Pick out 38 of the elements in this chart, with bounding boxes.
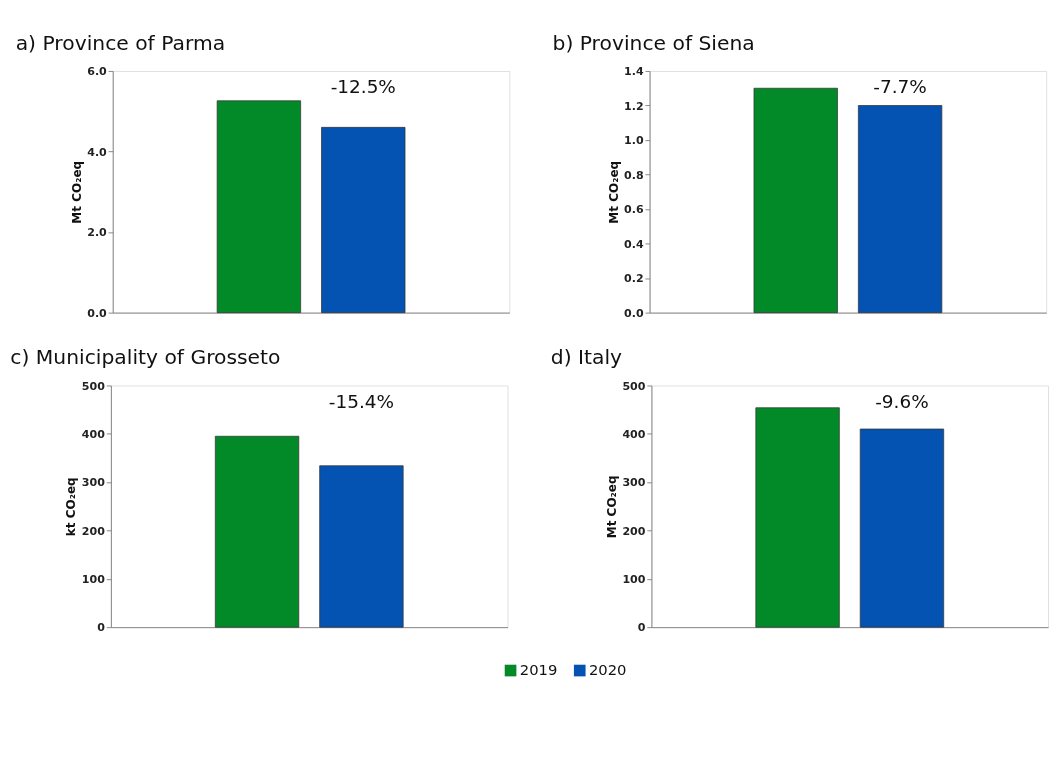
y-tick-label: 1.2 (624, 99, 644, 113)
annotation: -15.4% (328, 390, 395, 412)
y-tick-label: 0.0 (624, 306, 644, 320)
y-tick-label: 2.0 (87, 226, 108, 240)
legend-label: 2020 (588, 661, 627, 679)
y-tick-label: 500 (622, 379, 646, 393)
y-tick-label: 300 (81, 476, 106, 490)
y-tick-label: 6.0 (87, 65, 108, 79)
legend-label: 2019 (519, 661, 558, 679)
y-axis-title: kt CO₂eq (64, 477, 79, 537)
y-tick-label: 0.6 (624, 203, 644, 217)
y-tick-label: 1.4 (624, 65, 644, 79)
y-tick-label: 0 (637, 621, 646, 635)
y-tick-label: 1.0 (624, 134, 644, 148)
y-tick-label: 100 (81, 573, 106, 586)
chart-title: b) Province of Siena (552, 30, 755, 55)
y-tick-label: 500 (81, 379, 106, 393)
y-tick-label: 0.4 (624, 237, 644, 251)
chart-title: c) Municipality of Grosseto (10, 345, 281, 370)
y-tick-label: 400 (622, 428, 646, 441)
y-tick-label: 200 (81, 524, 106, 538)
y-axis-title: Mt CO₂eq (606, 160, 621, 224)
annotation: -7.7% (873, 76, 927, 98)
y-tick-label: 400 (81, 428, 106, 441)
annotation: -9.6% (875, 390, 929, 412)
y-tick-label: 0.0 (87, 306, 108, 320)
chart-title: d) Italy (550, 345, 623, 370)
y-tick-label: 4.0 (87, 145, 108, 159)
y-tick-label: 100 (622, 573, 646, 586)
annotation: -12.5% (330, 76, 396, 98)
y-tick-label: 0.8 (624, 168, 644, 182)
chart-title: a) Province of Parma (15, 30, 226, 55)
y-axis-title: Mt CO₂eq (604, 475, 619, 539)
y-tick-label: 0 (97, 621, 106, 635)
y-axis-title: Mt CO₂eq (69, 160, 84, 224)
y-tick-label: 0.2 (624, 272, 644, 286)
y-tick-label: 200 (622, 524, 646, 538)
y-tick-label: 300 (622, 476, 646, 490)
